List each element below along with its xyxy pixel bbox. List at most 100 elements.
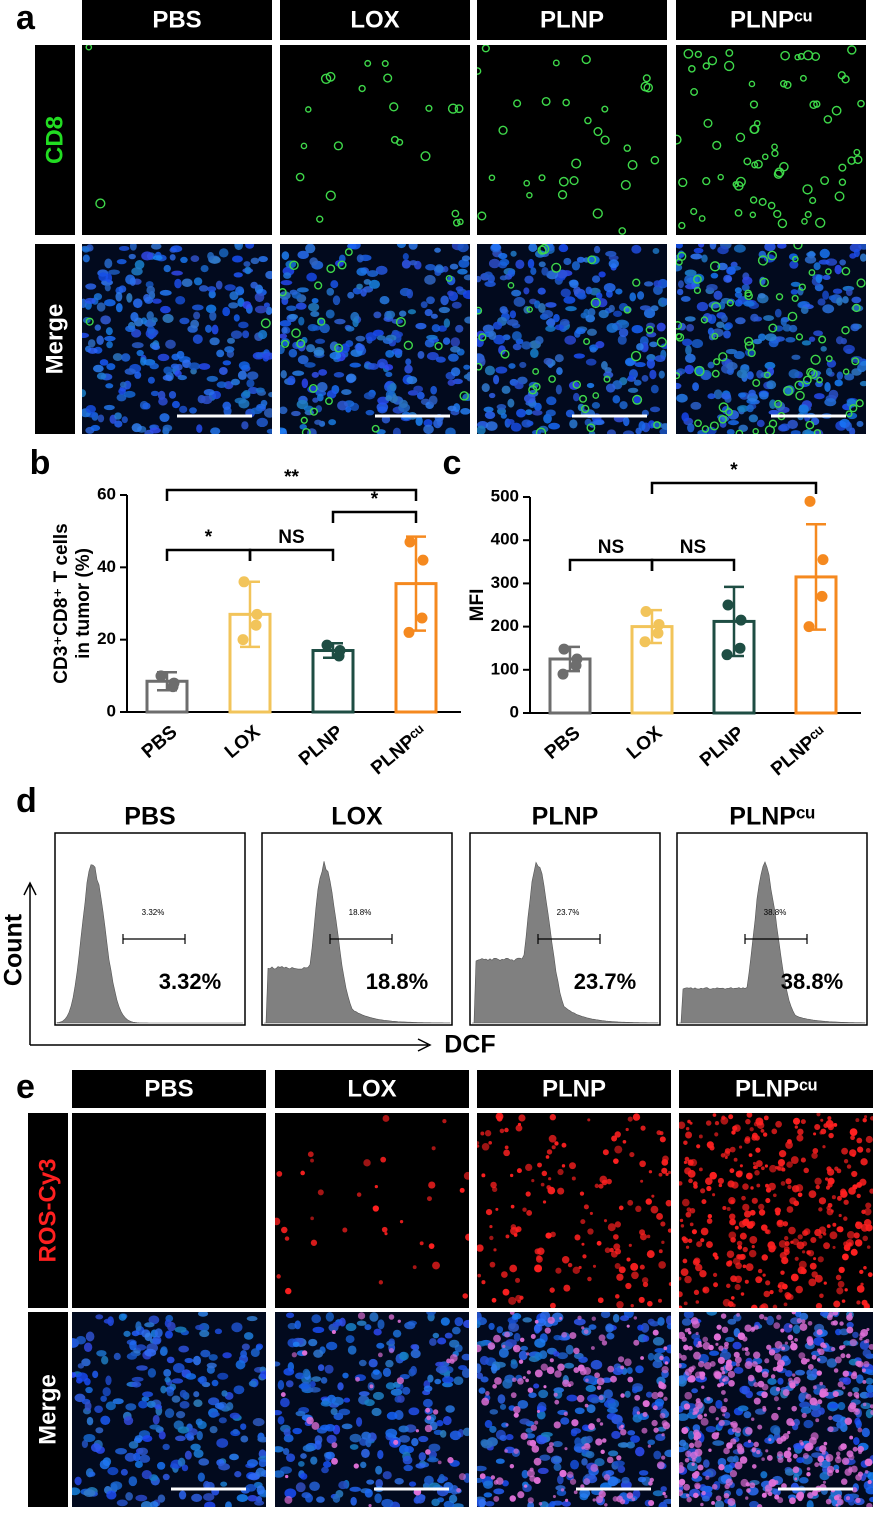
nucleus: [428, 1443, 441, 1452]
ros-signal: [493, 1248, 497, 1252]
nucleus: [488, 392, 496, 399]
ros-signal: [729, 1218, 736, 1226]
nucleus: [228, 302, 239, 309]
ros-signal: [831, 1195, 836, 1200]
nucleus: [369, 1312, 379, 1322]
ros-signal: [614, 1221, 622, 1228]
nucleus: [585, 1384, 597, 1393]
ros-signal: [860, 1282, 864, 1286]
nucleus: [618, 328, 629, 338]
ros-signal: [516, 1168, 522, 1174]
nucleus: [343, 1397, 351, 1403]
micrograph: [72, 1312, 266, 1507]
ros-signal: [656, 1130, 662, 1136]
ros-signal: [538, 1502, 543, 1506]
ros-signal: [592, 1264, 597, 1268]
cd8-cell: [383, 73, 393, 83]
ros-signal: [787, 1184, 792, 1190]
nucleus: [556, 367, 563, 376]
nucleus: [636, 343, 644, 351]
ros-signal: [465, 1233, 469, 1241]
nucleus: [254, 1500, 265, 1506]
ros-signal: [848, 1466, 852, 1470]
nucleus: [418, 1452, 426, 1462]
nucleus: [172, 1363, 185, 1373]
nucleus: [792, 1324, 801, 1334]
ros-signal: [713, 1282, 719, 1288]
ros-signal: [827, 1426, 834, 1433]
nucleus: [443, 318, 451, 328]
cd8-cell: [623, 306, 632, 314]
nucleus: [104, 258, 113, 269]
nucleus: [653, 1450, 662, 1460]
nucleus: [563, 296, 576, 304]
nucleus: [869, 1496, 873, 1503]
ros-signal: [596, 1385, 602, 1390]
nucleus: [483, 1480, 494, 1489]
nucleus: [477, 275, 482, 283]
ros-signal: [709, 1145, 715, 1151]
nucleus: [125, 325, 136, 332]
nucleus: [224, 284, 236, 291]
ros-signal: [356, 1192, 362, 1197]
ros-signal: [477, 1344, 482, 1353]
cd8-cell: [702, 177, 711, 186]
ros-signal: [837, 1498, 844, 1506]
nucleus: [193, 277, 203, 286]
nucleus: [382, 1471, 392, 1480]
ros-signal: [827, 1202, 833, 1208]
nucleus: [608, 259, 619, 269]
nucleus: [110, 1481, 123, 1490]
ros-signal: [598, 1334, 606, 1342]
nucleus: [385, 1359, 394, 1368]
ros-signal: [510, 1227, 519, 1236]
nucleus: [221, 1390, 228, 1397]
ros-signal: [580, 1219, 586, 1225]
ros-signal: [536, 1409, 541, 1413]
ros-signal: [502, 1344, 506, 1349]
ros-signal: [576, 1394, 585, 1403]
nucleus: [454, 1317, 464, 1327]
nucleus: [198, 1375, 207, 1385]
ros-signal: [864, 1458, 873, 1467]
nucleus: [97, 414, 105, 423]
nucleus: [411, 1438, 419, 1447]
ros-signal: [793, 1376, 801, 1384]
ros-signal: [692, 1258, 700, 1266]
ros-signal: [624, 1358, 632, 1367]
ros-signal: [659, 1136, 666, 1143]
nucleus: [177, 1457, 186, 1467]
nucleus: [310, 1456, 318, 1465]
ros-signal: [865, 1224, 873, 1232]
nucleus: [793, 1418, 800, 1427]
nucleus: [638, 1470, 649, 1476]
ros-signal: [616, 1495, 624, 1503]
nucleus: [436, 1419, 444, 1427]
ros-signal: [823, 1441, 828, 1446]
nucleus: [437, 1337, 447, 1345]
nucleus: [828, 389, 839, 400]
data-point: [653, 618, 665, 630]
ros-signal: [501, 1271, 508, 1278]
ros-signal: [530, 1424, 537, 1431]
ros-signal: [331, 1457, 338, 1465]
nucleus: [759, 391, 769, 400]
row-label-box: [35, 45, 75, 235]
micrograph: [679, 1312, 873, 1507]
cd8-cell: [452, 218, 461, 227]
nucleus: [842, 1377, 852, 1385]
nucleus: [195, 1418, 203, 1426]
ros-signal: [772, 1366, 778, 1372]
nucleus: [684, 316, 696, 322]
ros-signal: [564, 1447, 568, 1451]
nucleus: [319, 323, 330, 334]
nucleus: [82, 332, 90, 338]
nucleus: [178, 1345, 190, 1353]
nucleus: [115, 291, 123, 302]
nucleus: [209, 1425, 218, 1434]
ros-signal: [841, 1457, 850, 1466]
nucleus: [774, 308, 782, 318]
ros-signal: [733, 1351, 740, 1358]
ros-signal: [708, 1405, 717, 1414]
nucleus: [789, 260, 799, 269]
